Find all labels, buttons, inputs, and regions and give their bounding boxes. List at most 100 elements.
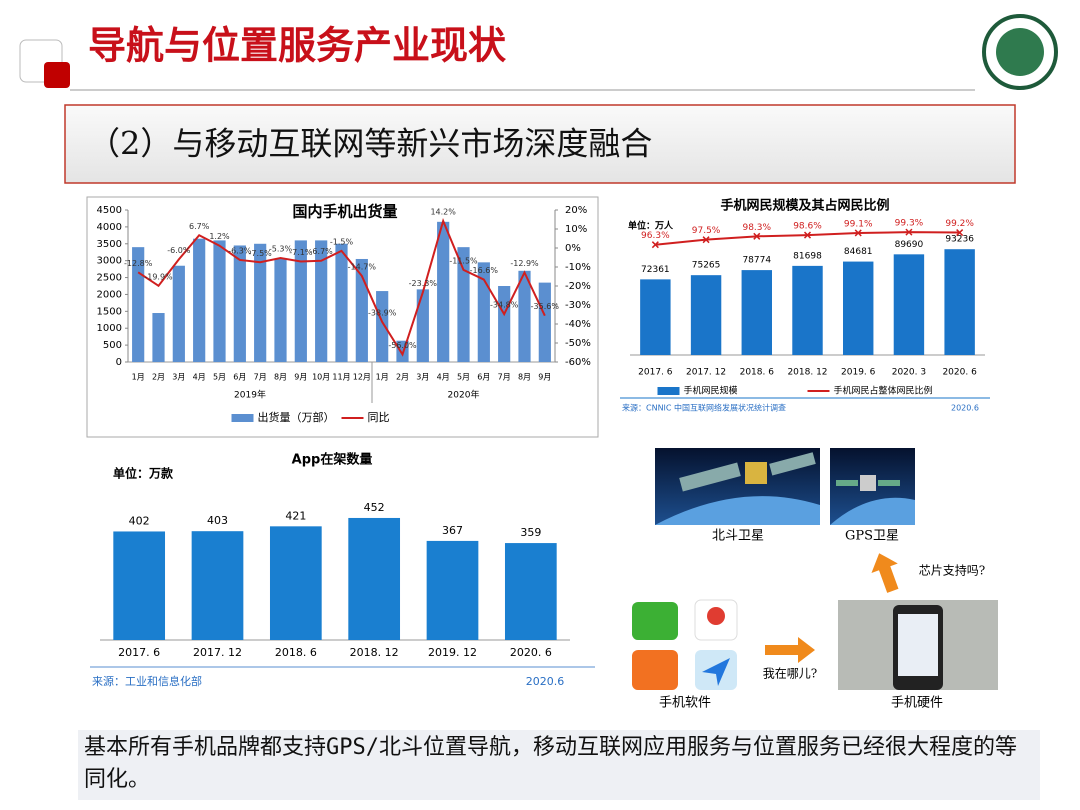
y-tick-label: 3500 — [97, 239, 122, 250]
x-tick-label: 2017. 6 — [638, 368, 673, 378]
x-tick-label: 8月 — [518, 373, 531, 382]
x-tick-label: 6月 — [233, 373, 246, 382]
y2-tick-label: -60% — [565, 357, 591, 368]
group-label: 2019年 — [234, 389, 266, 401]
bar — [113, 531, 166, 640]
label: 芯片支持吗? — [919, 563, 985, 578]
data-label: 99.3% — [895, 219, 924, 229]
earth — [655, 496, 820, 525]
data-label: 81698 — [793, 251, 822, 261]
bar — [269, 526, 322, 640]
bar — [498, 286, 511, 362]
y2-tick-label: -20% — [565, 281, 591, 292]
bar — [477, 262, 490, 362]
y-tick-label: 0 — [116, 357, 122, 368]
bar — [348, 517, 401, 640]
y-tick-label: 4500 — [97, 205, 122, 216]
y2-tick-label: -40% — [565, 319, 591, 330]
y-tick-label: 2500 — [97, 273, 122, 284]
y-tick-label: 3000 — [97, 256, 122, 267]
data-label: -19.9% — [144, 272, 173, 281]
x-tick-label: 2018. 6 — [275, 646, 317, 659]
x-tick-label: 3月 — [416, 373, 429, 382]
data-label: -23.3% — [409, 279, 438, 288]
data-label: -6.3% — [228, 246, 252, 255]
marker — [753, 232, 761, 240]
source: 来源：CNNIC 中国互联网络发展状况统计调查 — [622, 403, 786, 413]
x-tick-label: 7月 — [254, 373, 267, 382]
data-label: 93236 — [945, 235, 974, 245]
chart-title: App在架数量 — [292, 452, 373, 468]
x-tick-label: 5月 — [213, 373, 226, 382]
data-label: -38.9% — [368, 308, 397, 317]
panel — [679, 462, 741, 492]
data-label: -1.5% — [330, 237, 354, 246]
x-tick-label: 2020. 6 — [510, 646, 552, 659]
data-label: 75265 — [692, 261, 721, 271]
bar — [457, 247, 470, 362]
source-date: 2020.6 — [526, 675, 565, 688]
legend-swatch — [231, 414, 254, 422]
marker — [702, 236, 710, 244]
x-tick-label: 2019. 12 — [428, 646, 477, 659]
data-label: -12.9% — [510, 259, 539, 268]
data-label: 98.3% — [742, 223, 771, 233]
marker — [651, 241, 659, 249]
marker — [803, 231, 812, 239]
data-label: -14.7% — [348, 262, 377, 271]
unit: 单位：万款 — [113, 466, 174, 481]
bar — [315, 240, 328, 362]
panel — [769, 452, 816, 476]
line — [137, 217, 546, 357]
data-label: -16.6% — [470, 266, 499, 275]
source: 来源：工业和信息化部 — [92, 674, 202, 688]
bar — [376, 291, 389, 362]
bar — [640, 279, 671, 355]
data-label: -6.7% — [310, 247, 334, 256]
bar — [191, 531, 244, 640]
bar — [335, 243, 348, 362]
marker — [854, 229, 862, 237]
marker — [956, 229, 964, 237]
legend-label: 同比 — [368, 411, 390, 424]
bar — [843, 261, 874, 355]
bar — [690, 275, 722, 355]
data-label: -12.8% — [124, 259, 153, 268]
y2-tick-label: 20% — [565, 205, 587, 216]
data-label: 421 — [285, 509, 306, 522]
bar — [893, 254, 925, 355]
y2-tick-label: -50% — [565, 338, 591, 349]
nav-arrow — [702, 658, 730, 686]
x-tick-label: 8月 — [274, 373, 287, 382]
label: 北斗卫星 — [712, 529, 764, 544]
data-label: 367 — [442, 524, 463, 537]
bar — [792, 265, 823, 355]
label: 手机硬件 — [891, 696, 943, 711]
data-label: -56.0% — [388, 341, 417, 350]
bar — [518, 270, 531, 362]
data-label: 78774 — [742, 256, 771, 266]
x-tick-label: 2月 — [152, 373, 165, 382]
legend-swatch — [657, 387, 680, 395]
subtitle: （2）与移动互联网等新兴市场深度融合 — [88, 125, 652, 163]
panel — [836, 480, 858, 486]
bar — [504, 543, 557, 640]
label: 手机软件 — [659, 696, 711, 711]
satellite — [860, 475, 876, 491]
x-tick-label: 10月 — [312, 373, 330, 382]
data-label: -7.5% — [249, 249, 273, 258]
x-tick-label: 2020. 3 — [892, 368, 926, 378]
bar — [437, 221, 450, 362]
data-label: 402 — [129, 514, 150, 527]
arrow — [871, 553, 899, 593]
logo — [996, 28, 1044, 76]
arrow — [765, 637, 815, 663]
legend-label: 手机网民规模 — [684, 385, 738, 397]
app-icon — [632, 650, 678, 690]
subtitle-box — [64, 104, 1016, 184]
chart-title: 手机网民规模及其占网民比例 — [720, 198, 889, 214]
data-label: 14.2% — [430, 208, 456, 217]
x-tick-label: 2020. 6 — [942, 368, 977, 378]
